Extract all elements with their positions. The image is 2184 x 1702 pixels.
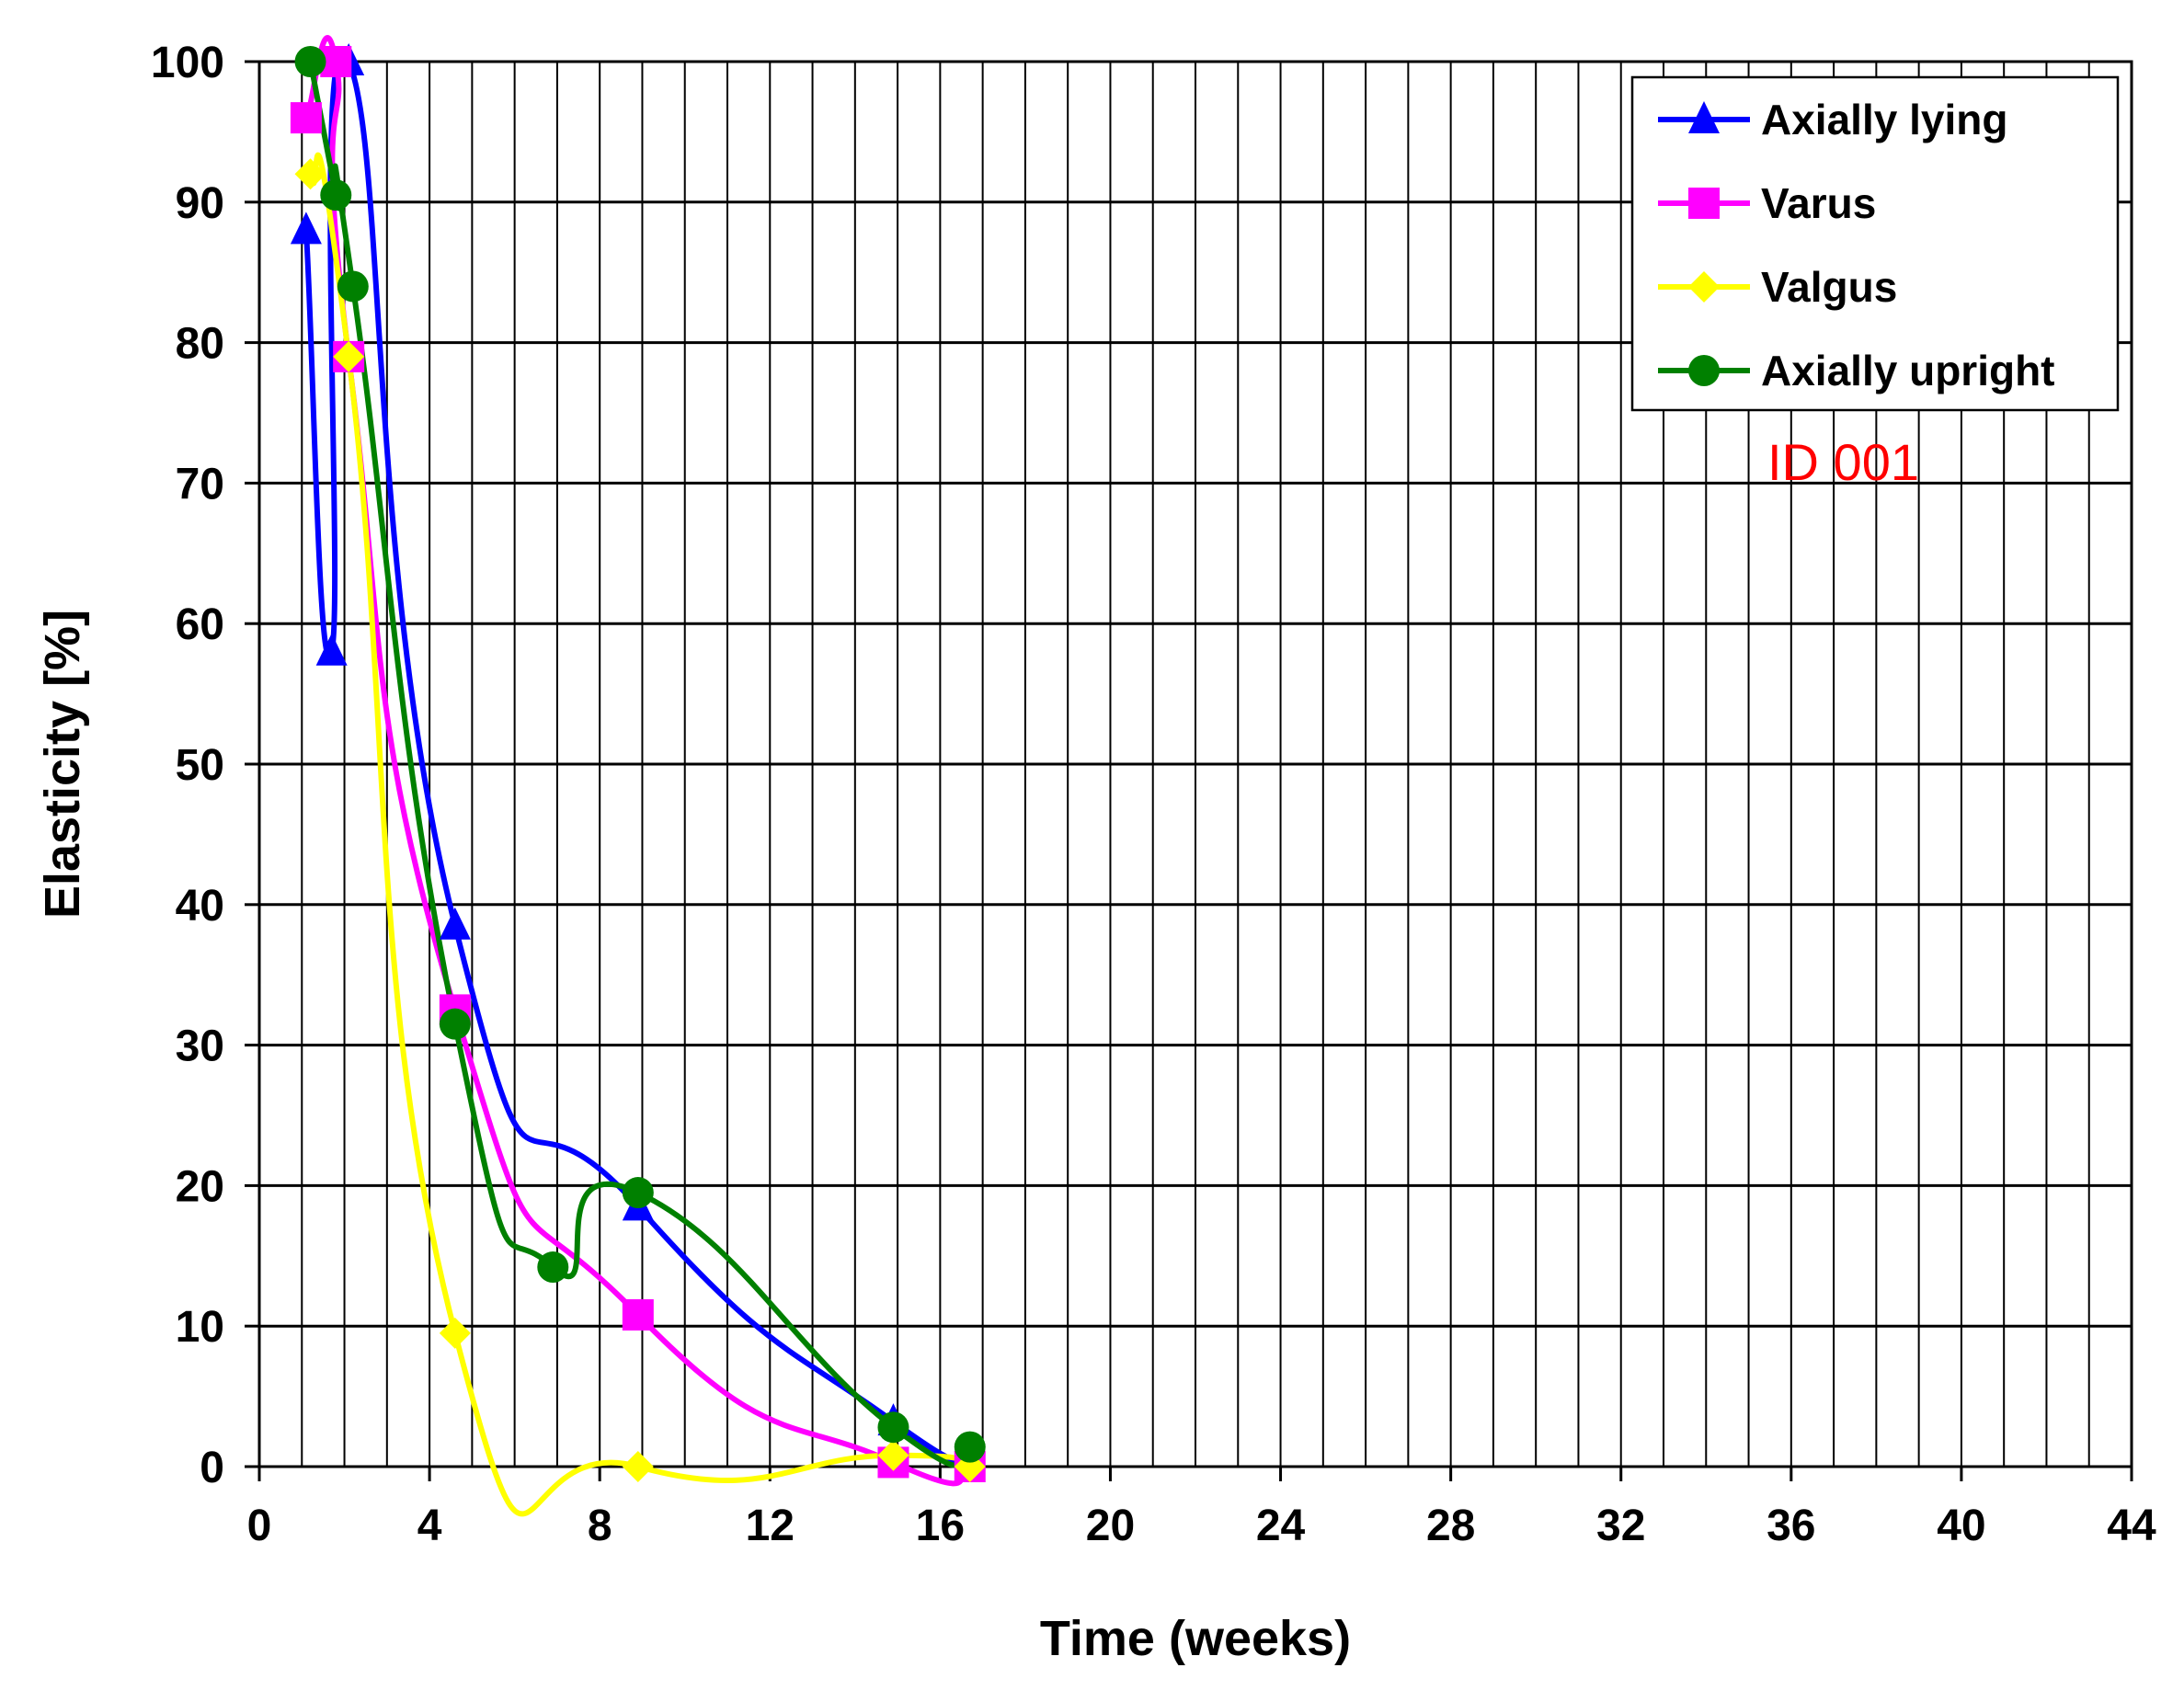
data-point-valgus bbox=[439, 1317, 471, 1349]
data-point-valgus bbox=[333, 340, 365, 372]
grid bbox=[259, 62, 2132, 1467]
y-tick-label: 10 bbox=[176, 1303, 224, 1352]
x-tick-label: 8 bbox=[588, 1502, 612, 1550]
data-point-axially-upright bbox=[337, 270, 369, 303]
legend-marker-axially-lying bbox=[1688, 101, 1720, 133]
y-tick-label: 100 bbox=[151, 39, 224, 87]
x-tick-label: 0 bbox=[247, 1502, 272, 1550]
x-tick-label: 28 bbox=[1426, 1502, 1475, 1550]
data-point-axially-lying bbox=[290, 211, 322, 245]
id-annotation: ID 001 bbox=[1767, 433, 1919, 491]
x-tick-label: 24 bbox=[1256, 1502, 1306, 1550]
legend-marker-varus bbox=[1688, 188, 1720, 219]
y-tick-label: 80 bbox=[176, 320, 224, 369]
data-point-axially-upright bbox=[877, 1411, 909, 1444]
y-tick-label: 50 bbox=[176, 741, 224, 790]
y-tick-label: 40 bbox=[176, 882, 224, 931]
data-point-varus bbox=[622, 1298, 654, 1331]
legend-marker-valgus bbox=[1688, 271, 1720, 303]
data-point-axially-upright bbox=[537, 1251, 569, 1284]
data-point-valgus bbox=[877, 1439, 909, 1471]
x-tick-label: 32 bbox=[1596, 1502, 1645, 1550]
x-tick-label: 44 bbox=[2107, 1502, 2156, 1550]
y-tick-label: 30 bbox=[176, 1022, 224, 1071]
legend: Axially lying Varus Valgus Axially upright bbox=[1630, 75, 2120, 412]
x-axis-title: Time (weeks) bbox=[1040, 1611, 1351, 1666]
series-markers bbox=[290, 43, 986, 1482]
data-point-axially-upright bbox=[954, 1431, 986, 1463]
data-point-valgus bbox=[294, 158, 326, 190]
legend-items: Axially lying Varus Valgus Axially upright bbox=[1658, 96, 2054, 394]
data-point-axially-upright bbox=[622, 1177, 654, 1209]
y-tick-label: 20 bbox=[176, 1162, 224, 1211]
x-tick-label: 36 bbox=[1767, 1502, 1815, 1550]
x-tick-label: 12 bbox=[746, 1502, 795, 1550]
x-tick-label: 4 bbox=[417, 1502, 442, 1550]
y-tick-label: 90 bbox=[176, 179, 224, 228]
x-tick-label: 40 bbox=[1937, 1502, 1985, 1550]
legend-label-axially-upright: Axially upright bbox=[1761, 347, 2054, 394]
y-tick-label: 70 bbox=[176, 460, 224, 508]
data-point-valgus bbox=[622, 1451, 654, 1482]
legend-marker-axially-upright bbox=[1688, 355, 1720, 386]
legend-label-varus: Varus bbox=[1761, 179, 1876, 227]
y-tick-label: 60 bbox=[176, 600, 224, 649]
x-tick-label: 16 bbox=[916, 1502, 965, 1550]
axis-ticks: 0 4 8 12 16 20 24 28 32 36 40 44 0 10 20 30 40 50 60 70 80 90… bbox=[151, 39, 2156, 1550]
data-point-axially-lying bbox=[315, 633, 348, 666]
x-tick-label: 20 bbox=[1086, 1502, 1135, 1550]
legend-label-valgus: Valgus bbox=[1761, 263, 1897, 311]
y-axis-title: Elasticity [%] bbox=[35, 610, 90, 919]
data-point-axially-lying bbox=[439, 907, 471, 940]
y-tick-label: 0 bbox=[200, 1444, 224, 1492]
legend-label-axially-lying: Axially lying bbox=[1761, 96, 2007, 143]
data-point-axially-upright bbox=[320, 179, 352, 211]
data-point-axially-upright bbox=[439, 1008, 471, 1040]
data-point-axially-upright bbox=[294, 46, 326, 77]
data-point-varus bbox=[290, 102, 322, 134]
